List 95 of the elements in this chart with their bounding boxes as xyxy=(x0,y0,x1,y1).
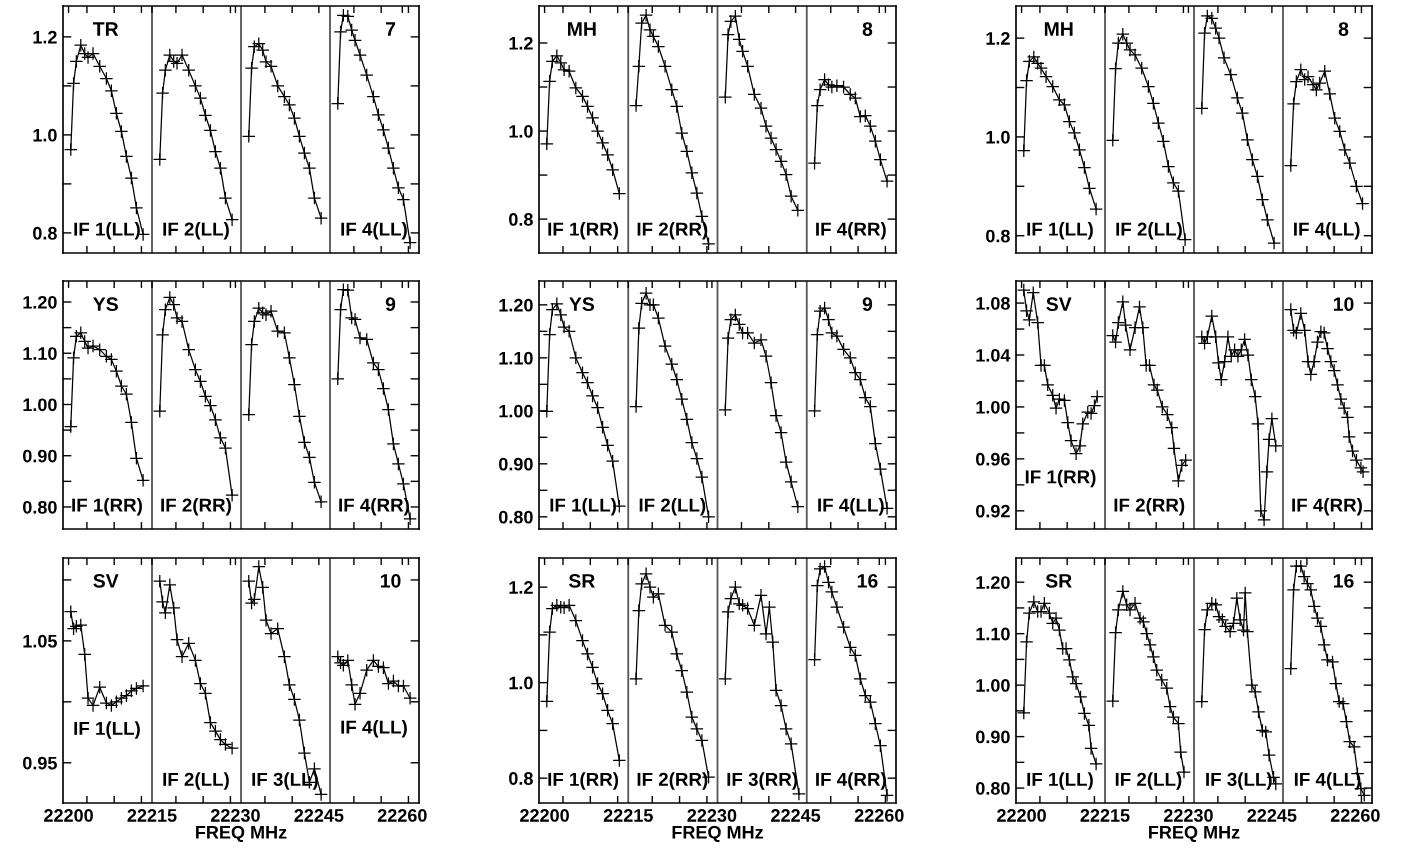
series-label: IF 1(LL) xyxy=(1027,222,1093,240)
x-tick-label: 22215 xyxy=(603,809,653,822)
annotation: 7 xyxy=(385,22,396,36)
y-tick-label: 1.0 xyxy=(986,130,1010,144)
x-tick-label: 22260 xyxy=(1330,809,1380,822)
x-tick-label: 22260 xyxy=(854,809,904,822)
y-tick-label: 1.00 xyxy=(976,679,1010,692)
y-tick-label: 0.8 xyxy=(33,226,57,240)
x-tick-label: 22215 xyxy=(1080,809,1130,822)
series-label: IF 1(RR) xyxy=(548,222,619,240)
x-axis-title: FREQ MHz xyxy=(672,825,763,843)
annotation: 16 xyxy=(857,573,878,588)
y-tick-label: 0.8 xyxy=(509,213,533,226)
annotation: 16 xyxy=(1333,573,1354,588)
y-tick-label: 1.2 xyxy=(986,32,1010,45)
series-label: IF 1(LL) xyxy=(74,721,140,739)
series-label: IF 2(RR) xyxy=(161,497,231,516)
y-tick-label: 0.90 xyxy=(976,730,1010,744)
y-tick-label: 1.0 xyxy=(33,128,57,142)
y-tick-label: 1.00 xyxy=(976,400,1010,414)
annotation: YS xyxy=(569,297,595,312)
x-tick-label: 22230 xyxy=(687,809,737,822)
annotation: SV xyxy=(1046,297,1072,312)
y-tick-label: 1.00 xyxy=(23,398,57,412)
annotation: SR xyxy=(1045,573,1072,588)
y-tick-label: 1.10 xyxy=(23,347,57,360)
annotation: SV xyxy=(93,573,119,588)
y-tick-label: 1.10 xyxy=(976,627,1010,641)
y-tick-label: 0.80 xyxy=(976,782,1010,795)
y-tick-label: 1.0 xyxy=(509,124,533,138)
series-label: IF 1(LL) xyxy=(74,222,140,240)
y-tick-label: 0.95 xyxy=(23,756,57,770)
y-tick-label: 0.96 xyxy=(976,452,1010,466)
annotation: MH xyxy=(568,22,596,36)
series-label: IF 1(RR) xyxy=(72,497,142,516)
x-tick-label: 22245 xyxy=(771,809,821,822)
x-tick-label: 22245 xyxy=(294,809,344,822)
x-tick-label: 22230 xyxy=(210,809,260,822)
x-tick-label: 22200 xyxy=(520,809,569,822)
series-label: IF 2(RR) xyxy=(637,772,708,790)
x-axis-title: FREQ MHz xyxy=(1149,825,1240,843)
x-tick-label: 22260 xyxy=(377,809,427,822)
y-tick-label: 1.0 xyxy=(509,676,533,690)
series-label: IF 2(LL) xyxy=(1116,222,1182,240)
annotation: TR xyxy=(92,22,119,36)
legend-label: IF 4(RR) xyxy=(1292,497,1362,516)
annotation: MH xyxy=(1044,22,1073,36)
annotation: 10 xyxy=(380,573,401,588)
annotation: 9 xyxy=(862,297,873,312)
series-label: IF 3(LL) xyxy=(1206,772,1272,790)
series-label: IF 1(RR) xyxy=(548,772,619,790)
series-label: IF 1(LL) xyxy=(1027,772,1093,790)
y-tick-label: 0.90 xyxy=(23,449,57,463)
y-tick-label: 1.20 xyxy=(499,298,533,312)
y-tick-label: 0.8 xyxy=(986,229,1010,243)
series-label: IF 2(LL) xyxy=(163,772,229,790)
annotation: 10 xyxy=(1333,297,1354,312)
y-tick-label: 0.8 xyxy=(509,772,533,785)
y-tick-label: 1.2 xyxy=(33,30,57,44)
legend-label: IF 4(LL) xyxy=(341,720,407,738)
series-label: IF 2(RR) xyxy=(1114,497,1185,516)
x-tick-label: 22200 xyxy=(997,809,1046,822)
y-tick-label: 1.2 xyxy=(509,36,533,50)
series-label: IF 1(LL) xyxy=(550,497,616,516)
legend-label: IF 4(LL) xyxy=(818,497,884,516)
annotation: 8 xyxy=(862,22,873,36)
annotation: 9 xyxy=(385,297,396,312)
x-tick-label: 22245 xyxy=(1247,809,1297,822)
y-tick-label: 0.92 xyxy=(976,504,1010,518)
y-tick-label: 1.2 xyxy=(509,581,533,594)
series-label: IF 2(LL) xyxy=(639,497,706,516)
x-tick-label: 22200 xyxy=(44,809,93,822)
x-tick-label: 22215 xyxy=(127,809,177,822)
series-label: IF 3(RR) xyxy=(727,772,798,790)
x-tick-label: 22230 xyxy=(1163,809,1213,822)
series-label: IF 1(RR) xyxy=(1025,469,1096,488)
annotation: 8 xyxy=(1338,22,1349,36)
series-label: IF 2(LL) xyxy=(1115,772,1182,790)
annotation: YS xyxy=(93,297,118,312)
y-tick-label: 1.10 xyxy=(499,351,533,365)
y-tick-label: 1.05 xyxy=(23,634,57,648)
y-tick-label: 1.00 xyxy=(499,404,533,418)
legend-label: IF 4(LL) xyxy=(1294,222,1360,240)
annotation: SR xyxy=(568,573,595,588)
series-label: IF 2(LL) xyxy=(163,222,229,240)
y-tick-label: 0.90 xyxy=(499,457,533,471)
y-tick-label: 1.20 xyxy=(976,576,1010,589)
y-tick-label: 0.80 xyxy=(23,500,57,514)
x-axis-title: FREQ MHz xyxy=(196,825,287,843)
y-tick-label: 1.04 xyxy=(976,348,1011,362)
y-tick-label: 1.08 xyxy=(976,297,1010,310)
y-tick-label: 1.20 xyxy=(23,295,57,309)
legend-label: IF 4(RR) xyxy=(816,222,886,240)
legend-label: IF 4(LL) xyxy=(341,222,407,240)
y-tick-label: 0.80 xyxy=(499,510,533,524)
